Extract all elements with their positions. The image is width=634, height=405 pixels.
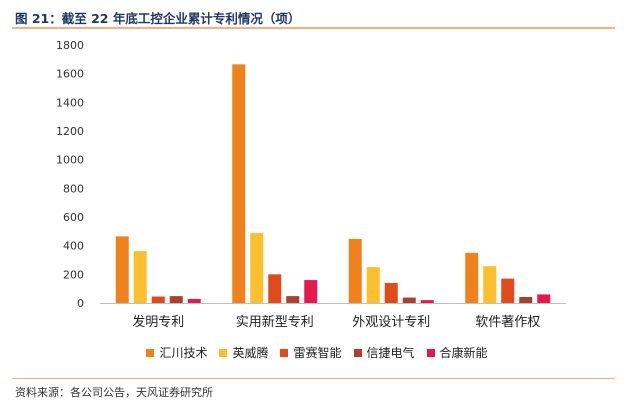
legend-item: 英威腾 bbox=[219, 344, 268, 361]
legend-item: 雷赛智能 bbox=[280, 344, 342, 361]
x-tick-label: 实用新型专利 bbox=[236, 314, 314, 330]
bar bbox=[384, 282, 398, 303]
legend-label: 英威腾 bbox=[232, 346, 269, 360]
y-tick-label: 400 bbox=[63, 240, 84, 253]
bar bbox=[304, 280, 318, 303]
chart-title: 图 21：截至 22 年底工控企业累计专利情况（项） bbox=[15, 11, 301, 26]
x-tick-label: 发明专利 bbox=[132, 314, 184, 330]
y-tick-label: 600 bbox=[63, 211, 84, 224]
bar bbox=[187, 298, 201, 303]
x-tick-label: 外观设计专利 bbox=[352, 315, 430, 330]
legend-label: 合康新能 bbox=[439, 346, 488, 360]
bar bbox=[501, 278, 515, 303]
bar bbox=[169, 296, 183, 303]
legend-label: 信捷电气 bbox=[366, 346, 415, 360]
y-tick-label: 200 bbox=[63, 268, 84, 281]
legend-label: 雷赛智能 bbox=[293, 346, 342, 360]
y-tick-label: 800 bbox=[63, 182, 84, 195]
legend-swatch bbox=[219, 348, 228, 357]
bar bbox=[268, 274, 282, 303]
bar bbox=[483, 266, 497, 303]
bar bbox=[537, 294, 551, 303]
y-tick-label: 0 bbox=[77, 297, 84, 310]
bar bbox=[232, 64, 246, 303]
bar bbox=[519, 296, 533, 303]
y-tick-label: 1800 bbox=[56, 39, 84, 52]
bar bbox=[420, 300, 434, 303]
y-tick-label: 1200 bbox=[56, 125, 84, 138]
bar bbox=[348, 238, 362, 303]
bar bbox=[151, 296, 165, 303]
bar bbox=[286, 296, 300, 303]
bars bbox=[115, 64, 551, 303]
y-tick-label: 1600 bbox=[56, 68, 84, 81]
y-axis: 0 200 400 600 800 1000 1200 1400 1600 1800 bbox=[56, 39, 84, 310]
x-axis: 发明专利 实用新型专利 外观设计专利 软件著作权 bbox=[100, 303, 566, 330]
legend-item: 信捷电气 bbox=[353, 344, 415, 361]
y-tick-label: 1400 bbox=[56, 96, 84, 109]
legend-item: 合康新能 bbox=[426, 344, 488, 361]
legend-swatch bbox=[353, 348, 362, 357]
bar bbox=[250, 233, 264, 303]
bar-chart: 0 200 400 600 800 1000 1200 1400 1600 1800 发明专利 实用… bbox=[56, 39, 566, 330]
legend: 汇川技术 英威腾 雷赛智能 信捷电气 合康新能 bbox=[0, 344, 634, 361]
footer-divider bbox=[12, 378, 615, 379]
bar bbox=[133, 251, 147, 303]
title-divider bbox=[12, 27, 615, 29]
legend-swatch bbox=[426, 348, 435, 357]
bar bbox=[465, 252, 479, 303]
bar bbox=[402, 297, 416, 303]
legend-item: 汇川技术 bbox=[146, 344, 207, 361]
legend-label: 汇川技术 bbox=[159, 346, 208, 360]
source-note: 资料来源：各公司公告，天风证券研究所 bbox=[15, 386, 213, 399]
y-tick-label: 1000 bbox=[56, 154, 84, 167]
x-tick-label: 软件著作权 bbox=[475, 314, 540, 330]
bar bbox=[115, 236, 129, 303]
legend-swatch bbox=[280, 348, 289, 357]
legend-swatch bbox=[146, 348, 155, 357]
bar bbox=[366, 267, 380, 303]
